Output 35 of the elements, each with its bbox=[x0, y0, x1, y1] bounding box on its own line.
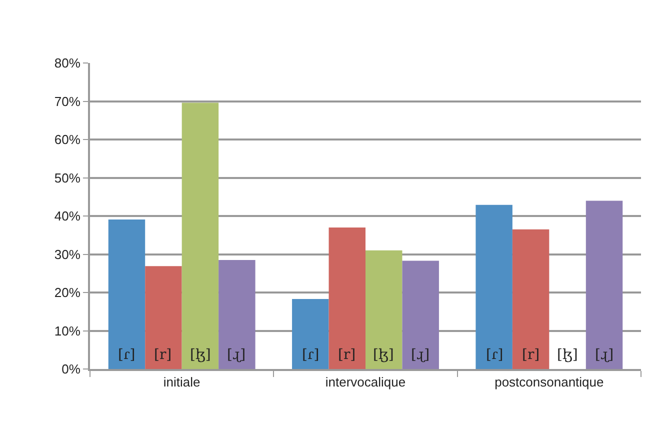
text: [ɾ] bbox=[302, 347, 320, 363]
y-tick-label: 70% bbox=[54, 94, 81, 109]
x-tick-label: postconsonantique bbox=[494, 374, 604, 390]
text: [ɻ] bbox=[595, 347, 614, 363]
bar bbox=[402, 260, 439, 369]
y-tick-label: 0% bbox=[62, 362, 81, 377]
y-tick-label: 80% bbox=[54, 56, 81, 71]
text: [ɮ] bbox=[373, 347, 394, 363]
x-tick-label: initiale bbox=[163, 374, 200, 390]
bar bbox=[328, 227, 366, 369]
bar bbox=[476, 204, 512, 369]
bar bbox=[108, 219, 146, 369]
text: [ɾ] bbox=[486, 347, 504, 363]
bar bbox=[512, 229, 550, 369]
bar bbox=[145, 266, 182, 369]
y-tick-label: 30% bbox=[54, 246, 81, 262]
y-tick-label: 60% bbox=[54, 132, 81, 148]
text: [r] bbox=[338, 347, 356, 363]
y-tick-label: 10% bbox=[54, 323, 81, 338]
bar bbox=[182, 102, 219, 369]
series-label: [ɾ] bbox=[118, 347, 136, 363]
y-tick-label: 40% bbox=[54, 208, 81, 224]
y-tick-label: 20% bbox=[54, 285, 81, 300]
bar bbox=[218, 260, 256, 369]
x-tick-label: intervocalique bbox=[325, 374, 406, 390]
series-label: [r] bbox=[154, 347, 172, 363]
y-tick-label: 50% bbox=[54, 170, 81, 186]
text: [r] bbox=[522, 347, 540, 363]
bar bbox=[586, 200, 623, 369]
text: [ɻ] bbox=[411, 347, 430, 363]
series-label: [ɻ] bbox=[227, 347, 246, 363]
bar bbox=[366, 250, 402, 369]
bar bbox=[292, 299, 329, 369]
series-label: [ɮ] bbox=[190, 347, 211, 363]
text: [ɮ] bbox=[557, 347, 578, 363]
